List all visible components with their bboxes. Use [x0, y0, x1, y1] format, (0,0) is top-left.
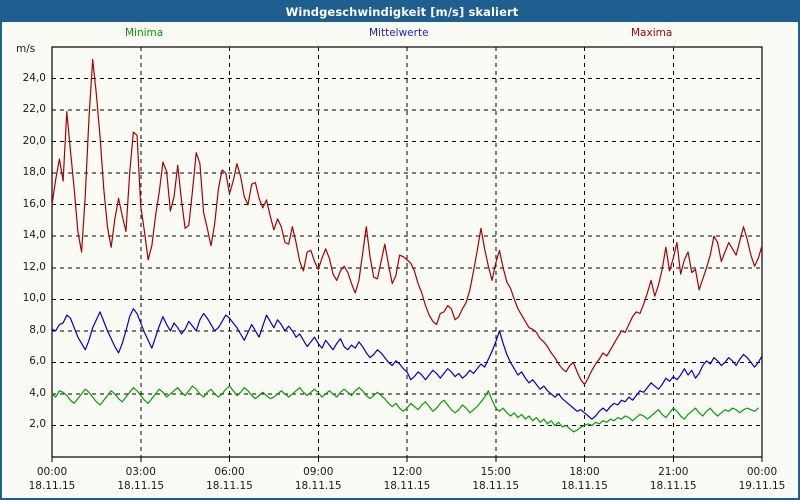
x-axis-tick-time: 12:00: [391, 466, 423, 478]
x-axis-tick-time: 00:00: [36, 466, 68, 478]
x-axis-tick-label: 09:00 18.11.15: [273, 465, 363, 493]
y-axis-unit-label: m/s: [16, 43, 36, 55]
legend-label-minima: Minima: [125, 27, 164, 39]
y-axis-tick-label: 6,0: [29, 355, 46, 368]
y-axis-tick-label: 24,0: [22, 71, 46, 84]
series-line-maxima: [51, 59, 763, 386]
x-axis-tick-date: 18.11.15: [117, 480, 165, 492]
x-axis-tick-date: 18.11.15: [206, 480, 253, 492]
legend-label-mittelwerte: Mittelwerte: [369, 27, 429, 39]
x-axis-tick-date: 18.11.15: [383, 480, 431, 492]
x-axis-tick-time: 06:00: [214, 466, 245, 478]
x-axis-tick-time: 00:00: [746, 466, 778, 478]
x-axis-tick-date: 18.11.15: [28, 480, 76, 492]
x-axis-tick-label: 18:00 18.11.15: [540, 465, 630, 493]
x-axis-tick-label: 12:00 18.11.15: [362, 465, 452, 493]
x-axis-tick-label: 15:00 18.11.15: [451, 465, 541, 493]
x-axis-tick-date: 18.11.15: [294, 480, 342, 492]
x-axis-tick-time: 09:00: [303, 466, 334, 478]
x-axis-tick-label: 00:00 19.11.15: [717, 465, 798, 493]
x-axis-tick-label: 00:00 18.11.15: [7, 465, 97, 493]
x-axis-tick-date: 18.11.15: [472, 480, 520, 492]
y-axis-tick-label: 22,0: [22, 103, 46, 116]
y-axis-tick-label: 4,0: [29, 386, 46, 399]
y-axis-tick-label: 10,0: [22, 292, 46, 305]
page-title: Windgeschwindigkeit [m/s] skaliert: [285, 5, 519, 19]
y-axis-tick-label: 8,0: [29, 323, 46, 336]
x-axis-tick-date: 18.11.15: [649, 480, 697, 492]
y-axis-tick-label: 18,0: [22, 166, 46, 179]
x-axis-tick-time: 18:00: [569, 466, 600, 478]
y-axis-tick-label: 20,0: [22, 134, 46, 147]
y-axis-tick-label: 2,0: [29, 418, 46, 431]
window-title-bar: Windgeschwindigkeit [m/s] skaliert: [2, 2, 798, 22]
legend-item-maxima: Maxima: [631, 27, 672, 39]
x-axis-tick-label: 21:00 18.11.15: [628, 465, 718, 493]
x-axis-tick-date: 19.11.15: [738, 480, 786, 492]
series-line-mittelwerte: [51, 308, 763, 420]
series-line-minima: [51, 385, 759, 433]
x-axis-tick-time: 15:00: [480, 466, 511, 478]
legend-label-maxima: Maxima: [631, 27, 673, 39]
x-axis-tick-label: 06:00 18.11.15: [185, 465, 275, 493]
y-axis-tick-label: 12,0: [22, 260, 46, 273]
x-axis-tick-label: 03:00 18.11.15: [96, 465, 186, 493]
legend-item-mittelwerte: Mittelwerte: [369, 27, 429, 39]
series-lines: [51, 59, 763, 433]
legend-item-minima: Minima: [125, 27, 163, 39]
x-axis-tick-time: 21:00: [658, 466, 689, 478]
x-axis-tick-marks: [51, 457, 763, 462]
x-axis-tick-date: 18.11.15: [561, 480, 608, 492]
y-axis-tick-label: 14,0: [22, 229, 46, 242]
y-axis-tick-label: 16,0: [22, 197, 46, 210]
plot-background: [52, 47, 762, 457]
x-axis-tick-time: 03:00: [125, 466, 156, 478]
